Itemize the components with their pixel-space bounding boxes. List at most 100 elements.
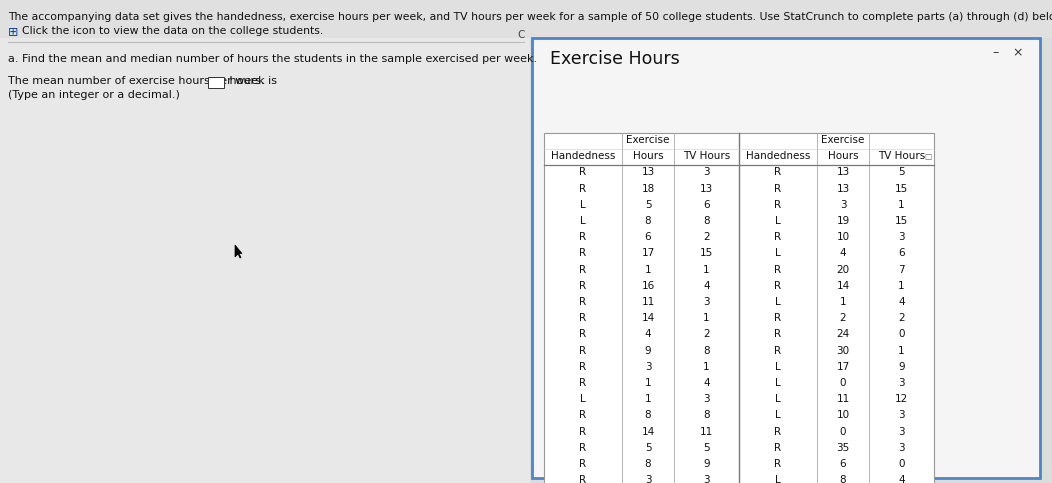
Text: R: R (580, 248, 587, 258)
Text: L: L (775, 216, 781, 226)
Text: R: R (774, 313, 782, 323)
Text: 4: 4 (645, 329, 651, 340)
Text: 15: 15 (700, 248, 713, 258)
Text: L: L (775, 248, 781, 258)
Text: 24: 24 (836, 329, 850, 340)
Text: 3: 3 (898, 378, 905, 388)
Text: R: R (580, 378, 587, 388)
Text: 3: 3 (898, 232, 905, 242)
Text: R: R (774, 459, 782, 469)
Text: 15: 15 (895, 216, 908, 226)
Text: 4: 4 (703, 281, 710, 291)
Text: 11: 11 (700, 426, 713, 437)
Text: R: R (580, 232, 587, 242)
Text: Hours: Hours (632, 151, 664, 161)
Text: R: R (580, 184, 587, 194)
Text: R: R (774, 265, 782, 275)
Text: 1: 1 (898, 281, 905, 291)
Text: R: R (580, 475, 587, 483)
Text: R: R (580, 329, 587, 340)
Text: L: L (775, 362, 781, 372)
Text: L: L (775, 297, 781, 307)
Text: 0: 0 (898, 459, 905, 469)
Text: 2: 2 (703, 329, 710, 340)
Text: Exercise Hours: Exercise Hours (550, 50, 680, 68)
Bar (0, 0, 530, 483)
Text: 8: 8 (703, 346, 710, 355)
Text: R: R (580, 459, 587, 469)
Text: 18: 18 (642, 184, 654, 194)
Text: R: R (580, 362, 587, 372)
Text: Handedness: Handedness (551, 151, 615, 161)
Text: R: R (580, 281, 587, 291)
Text: R: R (774, 184, 782, 194)
Text: 8: 8 (645, 411, 651, 420)
Text: 4: 4 (703, 378, 710, 388)
Text: 16: 16 (642, 281, 654, 291)
Text: –: – (992, 46, 998, 59)
Text: 2: 2 (839, 313, 846, 323)
Text: TV Hours: TV Hours (683, 151, 730, 161)
Text: 8: 8 (703, 216, 710, 226)
Text: R: R (774, 426, 782, 437)
Text: 4: 4 (839, 248, 846, 258)
Text: 10: 10 (836, 411, 850, 420)
Bar (532, 38, 1040, 478)
Text: a. Find the mean and median number of hours the students in the sample exercised: a. Find the mean and median number of ho… (8, 54, 538, 64)
Text: □: □ (925, 152, 932, 161)
Text: 3: 3 (645, 475, 651, 483)
Text: 3: 3 (898, 426, 905, 437)
Text: 8: 8 (839, 475, 846, 483)
Text: TV Hours: TV Hours (877, 151, 925, 161)
Bar (544, 133, 934, 483)
Text: 1: 1 (703, 265, 710, 275)
Text: 1: 1 (703, 313, 710, 323)
Text: R: R (774, 443, 782, 453)
Text: 6: 6 (839, 459, 846, 469)
Text: 1: 1 (703, 362, 710, 372)
Text: 0: 0 (839, 426, 846, 437)
Text: 6: 6 (703, 200, 710, 210)
Text: 4: 4 (898, 475, 905, 483)
Text: L: L (580, 200, 586, 210)
Text: 13: 13 (836, 168, 850, 177)
Text: Exercise: Exercise (822, 135, 865, 145)
Text: 15: 15 (895, 184, 908, 194)
Text: 5: 5 (645, 200, 651, 210)
Text: 14: 14 (642, 426, 654, 437)
Text: ×: × (1012, 46, 1023, 59)
Text: 3: 3 (703, 475, 710, 483)
Text: ⊞: ⊞ (8, 26, 19, 39)
Text: L: L (775, 411, 781, 420)
Text: 8: 8 (645, 459, 651, 469)
Text: 3: 3 (898, 443, 905, 453)
Text: 4: 4 (898, 297, 905, 307)
Bar (0, 0, 1052, 38)
Text: 0: 0 (839, 378, 846, 388)
Text: 3: 3 (645, 362, 651, 372)
Text: 35: 35 (836, 443, 850, 453)
Text: Click the icon to view the data on the college students.: Click the icon to view the data on the c… (22, 26, 323, 36)
Text: L: L (775, 394, 781, 404)
Text: L: L (775, 378, 781, 388)
Text: 19: 19 (836, 216, 850, 226)
Text: R: R (580, 346, 587, 355)
Bar (208, 77, 224, 88)
Text: R: R (580, 168, 587, 177)
Text: 17: 17 (642, 248, 654, 258)
Text: R: R (774, 329, 782, 340)
Text: 1: 1 (898, 200, 905, 210)
Text: 20: 20 (836, 265, 850, 275)
Text: L: L (775, 475, 781, 483)
Text: R: R (774, 346, 782, 355)
Text: R: R (774, 200, 782, 210)
Text: 6: 6 (898, 248, 905, 258)
Text: L: L (580, 216, 586, 226)
Text: 9: 9 (898, 362, 905, 372)
Text: 8: 8 (703, 411, 710, 420)
Text: R: R (580, 443, 587, 453)
Text: R: R (580, 297, 587, 307)
Text: 1: 1 (839, 297, 846, 307)
Text: 11: 11 (836, 394, 850, 404)
Text: L: L (580, 394, 586, 404)
